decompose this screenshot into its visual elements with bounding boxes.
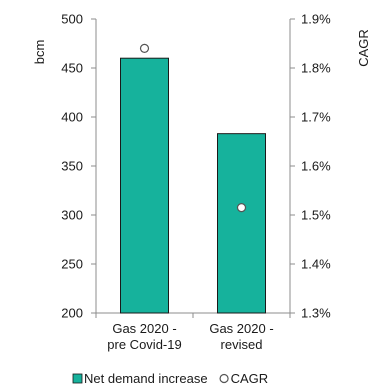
y2-tick-label: 1.8%: [301, 61, 331, 76]
y2-axis-label: CAGR: [356, 29, 370, 67]
bars: [120, 57, 266, 314]
y2-tick-label: 1.9%: [301, 12, 331, 27]
y-tick-label: 200: [61, 306, 83, 321]
y2-tick-label: 1.5%: [301, 208, 331, 223]
y-axis-label: bcm: [32, 40, 47, 65]
x-tick-label: Gas 2020 -: [112, 321, 176, 336]
x-tick-label: pre Covid-19: [107, 337, 181, 352]
x-tick-label: Gas 2020 -: [209, 321, 273, 336]
y2-tick-label: 1.7%: [301, 110, 331, 125]
legend-label: CAGR: [231, 371, 269, 386]
cagr-marker: [139, 43, 150, 54]
y-tick-label: 400: [61, 110, 83, 125]
y2-tick-label: 1.4%: [301, 257, 331, 272]
legend-marker-swatch: [219, 373, 229, 384]
y2-tick-label: 1.6%: [301, 159, 331, 174]
legend-bar-swatch: [72, 373, 83, 384]
bar: [217, 133, 266, 314]
legend-label: Net demand increase: [84, 371, 208, 386]
x-tick-label: revised: [221, 337, 263, 352]
cagr-marker: [236, 203, 247, 213]
legend: Net demand increase CAGR: [72, 371, 269, 386]
y-tick-label: 250: [61, 257, 83, 272]
tick-labels: 200 250 300 350 400 450 500 1.3% 1.4% 1.5% 1.6% 1.7…: [61, 12, 331, 353]
bar: [120, 57, 169, 314]
y-tick-label: 450: [61, 61, 83, 76]
y-tick-label: 500: [61, 12, 83, 27]
y-tick-label: 300: [61, 208, 83, 223]
markers: [139, 43, 247, 213]
y-tick-label: 350: [61, 159, 83, 174]
y2-tick-label: 1.3%: [301, 306, 331, 321]
